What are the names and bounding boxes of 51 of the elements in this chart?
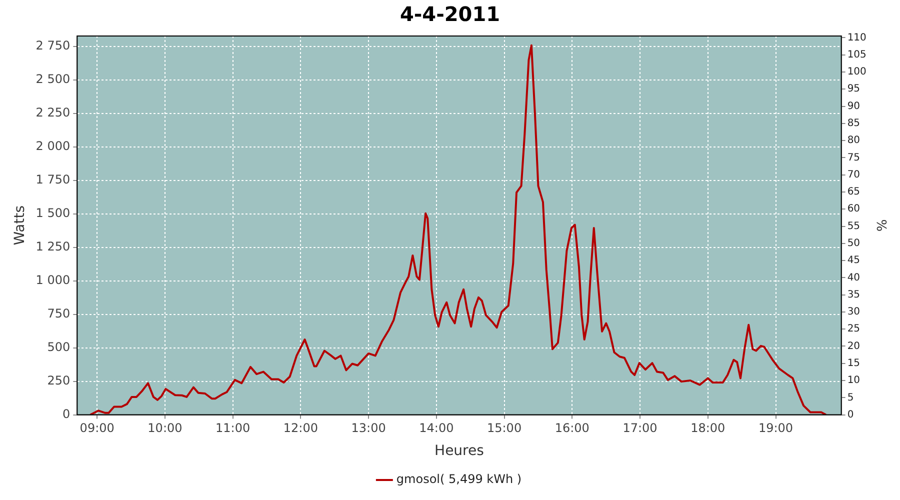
y2-tick-label: 55 bbox=[847, 220, 860, 232]
y2-tick-label: 50 bbox=[847, 238, 860, 249]
x-axis-title: Heures bbox=[434, 443, 484, 460]
x-tick-label: 19:00 bbox=[758, 421, 794, 436]
y2-tick-label: 75 bbox=[847, 152, 860, 164]
x-tick-label: 12:00 bbox=[283, 421, 318, 436]
y2-tick-label: 5 bbox=[847, 392, 854, 404]
x-tick-label: 09:00 bbox=[80, 421, 114, 436]
y2-tick-label: 110 bbox=[847, 32, 866, 44]
y2-tick-label: 25 bbox=[847, 324, 860, 335]
x-tick-label: 14:00 bbox=[419, 421, 454, 436]
y2-tick-label: 60 bbox=[847, 204, 860, 215]
y-tick-label: 2 000 bbox=[36, 138, 70, 153]
y-tick-label: 250 bbox=[47, 373, 70, 388]
y2-tick-label: 20 bbox=[847, 340, 860, 352]
y2-tick-label: 15 bbox=[847, 358, 860, 369]
x-tick-label: 18:00 bbox=[690, 421, 726, 436]
y2-tick-label: 45 bbox=[847, 255, 860, 266]
y2-tick-label: 30 bbox=[847, 306, 860, 318]
x-tick-label: 16:00 bbox=[554, 421, 590, 436]
y-tick-label: 2 250 bbox=[36, 105, 70, 120]
y2-tick-label: 70 bbox=[847, 169, 860, 180]
y-axis-title: Watts bbox=[12, 205, 28, 246]
y2-tick-label: 105 bbox=[847, 49, 866, 60]
y-tick-label: 750 bbox=[47, 306, 70, 320]
y-tick-label: 1 500 bbox=[36, 206, 70, 220]
y2-tick-label: 85 bbox=[847, 118, 860, 130]
y-tick-label: 500 bbox=[47, 340, 70, 354]
y-tick-label: 1 000 bbox=[36, 272, 70, 287]
y2-tick-label: 40 bbox=[847, 272, 860, 284]
x-tick-label: 11:00 bbox=[216, 421, 250, 436]
y2-tick-label: 90 bbox=[847, 100, 860, 112]
y-tick-label: 1 250 bbox=[36, 239, 70, 254]
x-tick-label: 13:00 bbox=[351, 421, 386, 436]
y-tick-label: 2 500 bbox=[36, 72, 70, 86]
legend-label: gmosol( 5,499 kWh ) bbox=[396, 472, 522, 486]
y2-tick-label: 0 bbox=[847, 409, 854, 420]
y2-tick-label: 35 bbox=[847, 289, 860, 300]
y2-tick-label: 10 bbox=[847, 375, 860, 386]
y2-tick-label: 100 bbox=[847, 66, 866, 78]
y2-tick-label: 80 bbox=[847, 135, 860, 146]
y2-tick-label: 95 bbox=[847, 84, 860, 95]
y2-axis-title: % bbox=[872, 219, 888, 232]
y2-tick-label: 65 bbox=[847, 186, 860, 198]
x-tick-label: 10:00 bbox=[148, 421, 182, 436]
x-tick-label: 17:00 bbox=[622, 421, 658, 436]
chart-title: 4-4-2011 bbox=[400, 2, 500, 26]
x-tick-label: 15:00 bbox=[487, 421, 522, 436]
y-tick-label: 0 bbox=[62, 406, 70, 421]
y-tick-label: 1 750 bbox=[36, 172, 70, 186]
y-tick-label: 2 750 bbox=[36, 38, 70, 52]
